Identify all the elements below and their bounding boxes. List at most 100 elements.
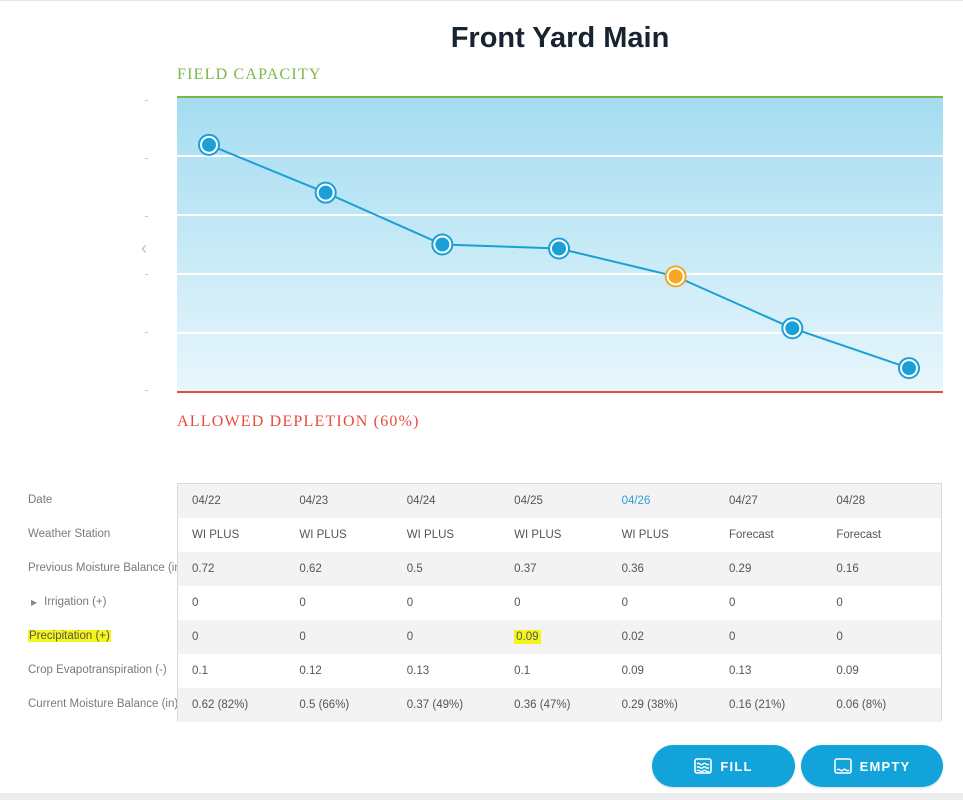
table-cell: 04/25: [514, 495, 543, 507]
page-title: Front Yard Main: [450, 22, 670, 54]
table-cell: 0.5 (66%): [299, 699, 350, 711]
table-cell: 04/23: [299, 495, 329, 507]
empty-button-label: EMPTY: [859, 758, 911, 774]
table-cell: Forecast: [728, 529, 774, 541]
table-cell: 0: [728, 597, 736, 609]
table-row: 04/22 04/23 04/24 04/25 04/26 04/27 04/28: [178, 484, 941, 518]
data-point[interactable]: [664, 265, 687, 288]
table-cell: 0: [192, 631, 199, 643]
y-tick: [145, 158, 148, 159]
table-cell: 0.09: [500, 620, 607, 654]
water-icon: [694, 758, 713, 774]
table-cell: 04/26: [621, 495, 651, 507]
row-label-text: Current Moisture Balance (in): [28, 698, 179, 710]
table-cell: 0.13: [406, 665, 430, 677]
table-cell: 0: [836, 631, 843, 643]
table-cell: 0.72: [192, 563, 215, 575]
row-label-date: Date: [28, 483, 178, 517]
table-cell: Forecast: [836, 529, 882, 541]
table-row: 0 0 0 0 0 0 0: [178, 586, 941, 620]
table-cell: 04/24: [406, 495, 436, 507]
table-cell: 0.16 (21%): [728, 699, 786, 711]
row-label-text: Irrigation (+): [44, 596, 107, 608]
table-cell: 0.5: [406, 563, 423, 575]
row-label-text: Previous Moisture Balance (in): [28, 562, 185, 574]
table-cell: 04/27: [728, 495, 758, 507]
y-tick: [145, 100, 148, 101]
row-label-irrigation[interactable]: ▶ Irrigation (+): [28, 585, 178, 619]
empty-tray-icon: [833, 758, 852, 774]
y-tick: [145, 332, 148, 333]
table-cell: 0: [299, 597, 306, 609]
table-cell: 0.1: [514, 665, 531, 677]
data-point[interactable]: [781, 317, 804, 340]
top-rule: [0, 0, 963, 1]
empty-button[interactable]: EMPTY: [801, 745, 943, 787]
table-cell: 0.09: [621, 665, 644, 677]
field-capacity-label: FIELD CAPACITY: [177, 66, 322, 83]
y-tick: [145, 390, 148, 391]
table-cell: 0.06 (8%): [836, 699, 887, 711]
row-label-precipitation: Precipitation (+): [28, 619, 178, 653]
table-row: 0.62 (82%) 0.5 (66%) 0.37 (49%) 0.36 (47%) 0…: [178, 688, 941, 722]
table-cell: 0.1: [192, 665, 208, 677]
table-row: WI PLUS WI PLUS WI PLUS WI PLUS WI PLUS Forec…: [178, 518, 941, 552]
row-label-text: Date: [28, 494, 53, 506]
table-cell: 0: [728, 631, 736, 643]
table-cell: 04/28: [836, 495, 866, 507]
moisture-table: 04/22 04/23 04/24 04/25 04/26 04/27 04/28 WI PL…: [177, 483, 942, 722]
table-row: 0 0 0 0.09 0.02 0 0: [178, 620, 941, 654]
allowed-depletion-label: ALLOWED DEPLETION (60%): [177, 413, 420, 430]
table-row-labels: Date Weather Station Previous Moisture B…: [28, 483, 185, 721]
table-cell: 0: [299, 631, 306, 643]
moisture-chart-svg: [177, 96, 943, 393]
row-label-text: Crop Evapotranspiration (-): [28, 664, 167, 676]
row-label-text: Precipitation (+): [28, 630, 111, 642]
table-cell: 0.37: [514, 563, 537, 575]
data-point[interactable]: [898, 357, 920, 380]
table-cell: 0: [621, 597, 628, 609]
table-cell: WI PLUS: [514, 529, 562, 541]
table-cell: WI PLUS: [299, 529, 347, 541]
table-row: 0.1 0.12 0.13 0.1 0.09 0.13 0.09: [178, 654, 941, 688]
table-cell: 0.29: [728, 563, 752, 575]
row-label-weather-station: Weather Station: [28, 517, 178, 551]
table-cell: 0.62 (82%): [192, 699, 249, 711]
data-point[interactable]: [431, 233, 454, 256]
data-point[interactable]: [198, 133, 220, 156]
row-label-crop-et: Crop Evapotranspiration (-): [28, 653, 178, 687]
highlighted-value: 0.09: [514, 630, 541, 644]
fill-button-label: FILL: [720, 758, 753, 774]
row-label-text: Weather Station: [28, 528, 111, 540]
table-row: 0.72 0.62 0.5 0.37 0.36 0.29 0.16: [178, 552, 941, 586]
table-cell: WI PLUS: [406, 529, 455, 541]
table-cell: 0.02: [621, 631, 644, 643]
data-point[interactable]: [548, 237, 570, 260]
table-cell: WI PLUS: [192, 529, 240, 541]
table-cell: WI PLUS: [621, 529, 669, 541]
data-point[interactable]: [314, 181, 337, 204]
bottom-strip: [0, 793, 963, 800]
row-label-current-moisture: Current Moisture Balance (in): [28, 687, 178, 721]
moisture-chart: ‹: [141, 96, 943, 393]
table-cell: 0.37 (49%): [406, 699, 464, 711]
caret-right-icon[interactable]: ▶: [31, 598, 38, 607]
table-cell: 0.62: [299, 563, 322, 575]
table-cell: 0.29 (38%): [621, 699, 678, 711]
table-cell: 0.09: [836, 665, 859, 677]
table-cell: 0.16: [836, 563, 859, 575]
table-cell: 04/22: [192, 495, 221, 507]
table-cell: 0.13: [728, 665, 752, 677]
table-cell: 0.36 (47%): [514, 699, 571, 711]
table-cell: 0: [406, 631, 414, 643]
fill-button[interactable]: FILL: [652, 745, 795, 787]
table-cell: 0: [514, 597, 521, 609]
y-tick: [145, 274, 148, 275]
table-cell: 0.36: [621, 563, 644, 575]
table-cell: 0: [836, 597, 843, 609]
chevron-left-icon[interactable]: ‹: [141, 238, 147, 258]
table-cell: 0: [406, 597, 414, 609]
y-tick: [145, 216, 148, 217]
table-cell: 0.12: [299, 665, 322, 677]
table-cell: 0: [192, 597, 199, 609]
